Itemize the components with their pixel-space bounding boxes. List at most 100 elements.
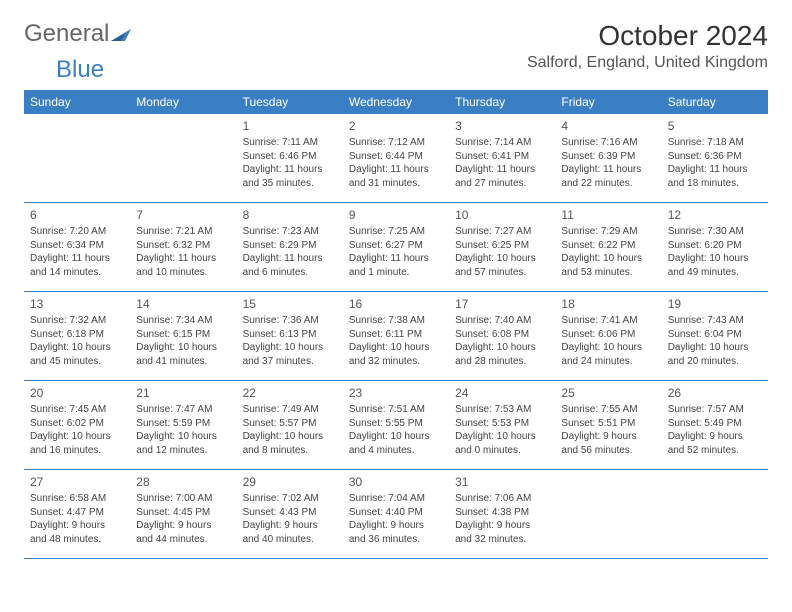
sunset-text: Sunset: 4:43 PM xyxy=(243,506,337,520)
sunset-text: Sunset: 5:57 PM xyxy=(243,417,337,431)
day-number: 15 xyxy=(243,296,337,312)
day-header-tue: Tuesday xyxy=(237,90,343,114)
week-row: 27Sunrise: 6:58 AMSunset: 4:47 PMDayligh… xyxy=(24,470,768,559)
day-number: 28 xyxy=(136,474,230,490)
daylight-text: Daylight: 9 hours and 52 minutes. xyxy=(668,430,762,457)
day-number: 17 xyxy=(455,296,549,312)
sunrise-text: Sunrise: 7:25 AM xyxy=(349,225,443,239)
daylight-text: Daylight: 11 hours and 27 minutes. xyxy=(455,163,549,190)
day-number: 6 xyxy=(30,207,124,223)
day-number: 2 xyxy=(349,118,443,134)
daylight-text: Daylight: 11 hours and 6 minutes. xyxy=(243,252,337,279)
daylight-text: Daylight: 10 hours and 0 minutes. xyxy=(455,430,549,457)
sunset-text: Sunset: 6:04 PM xyxy=(668,328,762,342)
day-cell: 20 Sunrise: 7:45 AMSunset: 6:02 PMDayligh… xyxy=(24,381,130,469)
day-header-thu: Thursday xyxy=(449,90,555,114)
daylight-text: Daylight: 10 hours and 49 minutes. xyxy=(668,252,762,279)
sunset-text: Sunset: 4:40 PM xyxy=(349,506,443,520)
day-cell: 7Sunrise: 7:21 AMSunset: 6:32 PMDaylight… xyxy=(130,203,236,291)
day-number: 23 xyxy=(349,385,443,401)
sunrise-text: Sunrise: 6:58 AM xyxy=(30,492,124,506)
sunset-text: Sunset: 6:13 PM xyxy=(243,328,337,342)
daylight-text: Daylight: 10 hours and 16 minutes. xyxy=(30,430,124,457)
day-number: 3 xyxy=(455,118,549,134)
day-number: 29 xyxy=(243,474,337,490)
sunset-text: Sunset: 6:39 PM xyxy=(561,150,655,164)
day-number: 18 xyxy=(561,296,655,312)
daylight-text: Daylight: 9 hours and 36 minutes. xyxy=(349,519,443,546)
daylight-text: Daylight: 9 hours and 48 minutes. xyxy=(30,519,124,546)
day-number: 7 xyxy=(136,207,230,223)
sunset-text: Sunset: 6:08 PM xyxy=(455,328,549,342)
day-cell: 31Sunrise: 7:06 AMSunset: 4:38 PMDayligh… xyxy=(449,470,555,558)
daylight-text: Daylight: 10 hours and 45 minutes. xyxy=(30,341,124,368)
logo-text-2: Blue xyxy=(56,56,104,83)
daylight-text: Daylight: 11 hours and 10 minutes. xyxy=(136,252,230,279)
sunset-text: Sunset: 5:51 PM xyxy=(561,417,655,431)
day-number: 25 xyxy=(561,385,655,401)
sunset-text: Sunset: 6:46 PM xyxy=(243,150,337,164)
day-number: 22 xyxy=(243,385,337,401)
daylight-text: Daylight: 11 hours and 35 minutes. xyxy=(243,163,337,190)
day-number: 13 xyxy=(30,296,124,312)
sunset-text: Sunset: 5:49 PM xyxy=(668,417,762,431)
blank-cell xyxy=(555,470,661,558)
daylight-text: Daylight: 10 hours and 8 minutes. xyxy=(243,430,337,457)
blank-cell xyxy=(130,114,236,202)
blank-cell xyxy=(662,470,768,558)
day-header-sun: Sunday xyxy=(24,90,130,114)
sunrise-text: Sunrise: 7:40 AM xyxy=(455,314,549,328)
sunset-text: Sunset: 5:59 PM xyxy=(136,417,230,431)
day-cell: 28Sunrise: 7:00 AMSunset: 4:45 PMDayligh… xyxy=(130,470,236,558)
sunset-text: Sunset: 6:41 PM xyxy=(455,150,549,164)
day-number: 20 xyxy=(30,385,124,401)
week-row: 1Sunrise: 7:11 AMSunset: 6:46 PMDaylight… xyxy=(24,114,768,203)
sunset-text: Sunset: 4:45 PM xyxy=(136,506,230,520)
day-cell: 13Sunrise: 7:32 AMSunset: 6:18 PMDayligh… xyxy=(24,292,130,380)
daylight-text: Daylight: 10 hours and 41 minutes. xyxy=(136,341,230,368)
day-number: 5 xyxy=(668,118,762,134)
daylight-text: Daylight: 10 hours and 32 minutes. xyxy=(349,341,443,368)
sunrise-text: Sunrise: 7:51 AM xyxy=(349,403,443,417)
day-number: 31 xyxy=(455,474,549,490)
sunrise-text: Sunrise: 7:41 AM xyxy=(561,314,655,328)
sunrise-text: Sunrise: 7:29 AM xyxy=(561,225,655,239)
day-cell: 10Sunrise: 7:27 AMSunset: 6:25 PMDayligh… xyxy=(449,203,555,291)
daylight-text: Daylight: 9 hours and 56 minutes. xyxy=(561,430,655,457)
day-header-sat: Saturday xyxy=(662,90,768,114)
sunrise-text: Sunrise: 7:36 AM xyxy=(243,314,337,328)
sunrise-text: Sunrise: 7:53 AM xyxy=(455,403,549,417)
sunrise-text: Sunrise: 7:43 AM xyxy=(668,314,762,328)
day-header-mon: Monday xyxy=(130,90,236,114)
sunset-text: Sunset: 6:02 PM xyxy=(30,417,124,431)
daylight-text: Daylight: 10 hours and 37 minutes. xyxy=(243,341,337,368)
sunrise-text: Sunrise: 7:14 AM xyxy=(455,136,549,150)
sunrise-text: Sunrise: 7:06 AM xyxy=(455,492,549,506)
day-cell: 1Sunrise: 7:11 AMSunset: 6:46 PMDaylight… xyxy=(237,114,343,202)
sunrise-text: Sunrise: 7:30 AM xyxy=(668,225,762,239)
blank-cell xyxy=(24,114,130,202)
day-cell: 15 Sunrise: 7:36 AMSunset: 6:13 PMDayligh… xyxy=(237,292,343,380)
daylight-text: Daylight: 10 hours and 57 minutes. xyxy=(455,252,549,279)
sunset-text: Sunset: 6:11 PM xyxy=(349,328,443,342)
daylight-text: Daylight: 10 hours and 24 minutes. xyxy=(561,341,655,368)
day-cell: 29Sunrise: 7:02 AMSunset: 4:43 PMDayligh… xyxy=(237,470,343,558)
daylight-text: Daylight: 10 hours and 4 minutes. xyxy=(349,430,443,457)
sunrise-text: Sunrise: 7:49 AM xyxy=(243,403,337,417)
day-cell: 5Sunrise: 7:18 AMSunset: 6:36 PMDaylight… xyxy=(662,114,768,202)
sunset-text: Sunset: 5:53 PM xyxy=(455,417,549,431)
sunrise-text: Sunrise: 7:34 AM xyxy=(136,314,230,328)
day-cell: 18Sunrise: 7:41 AMSunset: 6:06 PMDayligh… xyxy=(555,292,661,380)
day-number: 14 xyxy=(136,296,230,312)
day-cell: 23Sunrise: 7:51 AMSunset: 5:55 PMDayligh… xyxy=(343,381,449,469)
sunrise-text: Sunrise: 7:11 AM xyxy=(243,136,337,150)
day-number: 4 xyxy=(561,118,655,134)
day-cell: 24 Sunrise: 7:53 AMSunset: 5:53 PMDayligh… xyxy=(449,381,555,469)
sunrise-text: Sunrise: 7:45 AM xyxy=(30,403,124,417)
daylight-text: Daylight: 11 hours and 31 minutes. xyxy=(349,163,443,190)
day-header-fri: Friday xyxy=(555,90,661,114)
month-title: October 2024 xyxy=(527,20,768,52)
day-number: 24 xyxy=(455,385,549,401)
week-row: 13Sunrise: 7:32 AMSunset: 6:18 PMDayligh… xyxy=(24,292,768,381)
sunrise-text: Sunrise: 7:32 AM xyxy=(30,314,124,328)
